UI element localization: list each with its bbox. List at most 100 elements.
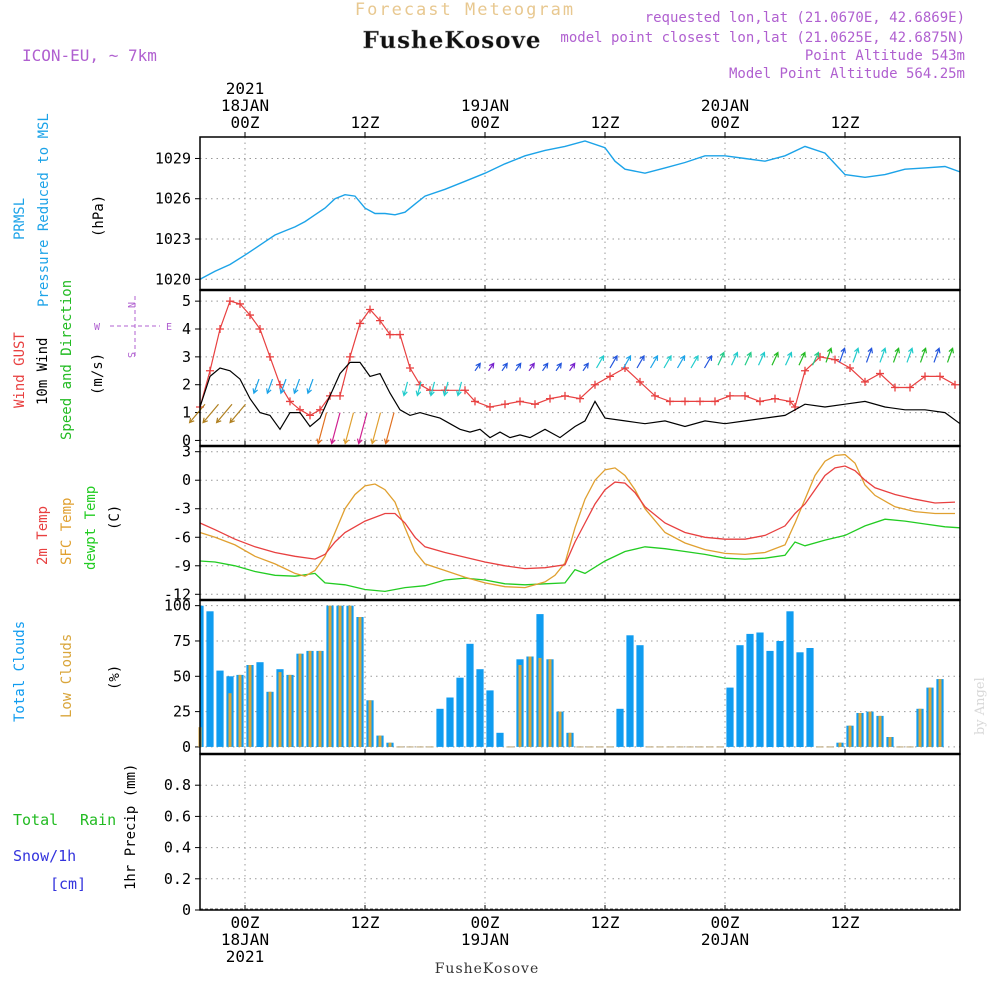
wind-direction-arrow [906,347,914,363]
wind-direction-arrow [542,362,549,372]
bar-low-clouds [878,715,882,747]
wind-direction-arrow [316,412,328,445]
bar-low-clouds [888,737,892,747]
y-tick-label: -6 [173,528,191,546]
low-clouds-label: Low Clouds [59,634,75,718]
gust-marker [756,397,764,406]
gust-marker [786,397,794,406]
bar-low-clouds [838,742,842,747]
bar-low-clouds [228,693,232,747]
gust-marker [346,352,354,361]
precip-cm-label: [cm] [50,875,86,893]
bar-low-clouds [348,605,352,747]
series-2m-temp-line [199,465,956,570]
compass: W E N S [94,296,172,358]
temp-2m-label: 2m Temp [35,506,51,565]
bar-total-clouds [796,652,804,747]
precip-rain-label: Rain [80,811,116,829]
bar-low-clouds [378,735,382,747]
wind-direction-arrow [343,412,355,445]
wind-direction-arrow [306,378,314,395]
compass-e: E [166,322,172,333]
gust-marker [681,397,689,406]
panel-2: -12 -9 -6 -3 0 3 [164,443,961,603]
gust-marker [861,377,869,386]
bar-low-clouds [238,674,242,747]
y-tick-label: 25 [173,703,191,721]
gust-marker [356,319,364,328]
gust-marker [951,380,959,389]
gust-marker [831,355,839,364]
series-10m-wind-line [199,361,961,439]
y-tick-label: 3 [182,348,191,366]
bar-low-clouds [388,742,392,747]
top-time-label: 18JAN [221,96,269,115]
bottom-time-label: 00Z [471,913,500,932]
wind-direction-arrow [811,351,820,366]
pressure-label-1: PRMSL [12,198,28,240]
wind-direction-arrow [329,412,341,445]
wind-direction-arrow [933,347,941,363]
bar-low-clouds [558,711,562,747]
gust-marker [891,383,899,392]
bar-total-clouds [476,669,484,747]
wind-direction-arrow [293,378,301,395]
bar-low-clouds [268,691,272,747]
gust-marker [636,377,644,386]
wind-direction-arrow [595,354,605,369]
top-time-label: 12Z [831,113,860,132]
wind-direction-arrow [771,351,779,366]
bottom-time-label: 12Z [591,913,620,932]
bar-total-clouds [486,690,494,747]
wind-direction-arrow [690,354,699,369]
bar-low-clouds [518,665,522,747]
bar-low-clouds [538,657,542,747]
bar-low-clouds [298,653,302,747]
wind-direction-arrow [415,381,422,397]
wind-gust-label: Wind GUST [12,332,28,408]
wind-direction-arrow [370,412,382,445]
gust-marker [531,400,539,409]
wind-direction-arrow [636,354,645,369]
gust-marker [876,369,884,378]
gust-marker [561,391,569,400]
wind-direction-arrow [852,347,860,363]
temp-sfc-label: SFC Temp [59,498,75,565]
temp-labels: 2m Temp SFC Temp dewpt Temp (C) [35,486,123,570]
wind-direction-arrow [919,347,927,363]
wind-direction-arrow [946,347,954,363]
chart-area: 1020102310261029012345-12-9-6-3030255075… [155,79,961,966]
y-tick-label: 0 [182,471,191,489]
wind-direction-arrow [279,378,287,395]
gust-marker [801,366,809,375]
gust-marker [486,403,494,411]
wind-direction-arrow [838,347,846,363]
watermark: by Angel [973,677,988,735]
gust-marker [256,325,264,333]
top-time-label: 00Z [471,113,500,132]
wind-direction-arrow [501,362,508,372]
y-tick-label: 0.4 [164,839,191,857]
bar-total-clouds [436,708,444,747]
y-tick-label: -3 [173,500,191,518]
panel-3: 0 25 50 75 100 [164,597,960,756]
bottom-time-label: 18JAN [221,930,269,949]
wind-direction-arrow [456,381,463,397]
pressure-label-2: Pressure Reduced to MSL [36,113,52,307]
total-clouds-label: Total Clouds [12,621,28,722]
bar-low-clouds [928,687,932,747]
bar-low-clouds [918,708,922,747]
wind-direction-arrow [784,351,793,366]
temp-dewpt-label: dewpt Temp [83,486,99,570]
top-time-label: 00Z [231,113,260,132]
bar-low-clouds [868,711,872,747]
wind-direction-arrow [356,412,368,445]
wind-labels: Wind GUST 10m Wind Speed and Direction (… [12,280,172,440]
y-tick-label: 0 [182,431,191,449]
bar-low-clouds [328,605,332,747]
wind-direction-arrow [252,378,260,395]
wind-direction-arrow [555,362,562,372]
wind-direction-arrow [582,362,589,372]
gust-marker [336,391,344,400]
